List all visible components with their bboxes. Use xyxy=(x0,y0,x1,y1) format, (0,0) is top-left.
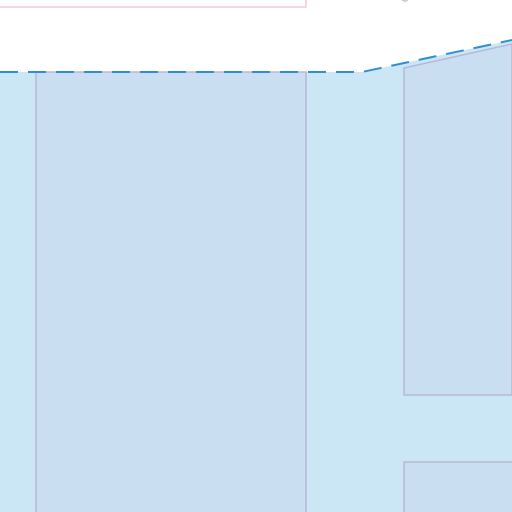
pier-right-lower[interactable] xyxy=(403,461,512,512)
land-parcel-outline xyxy=(0,0,307,8)
shoreline-dashed-line xyxy=(0,39,512,73)
pier-right-upper[interactable] xyxy=(403,43,512,396)
map-marker-dot xyxy=(401,0,409,2)
pier-left[interactable] xyxy=(35,71,307,512)
